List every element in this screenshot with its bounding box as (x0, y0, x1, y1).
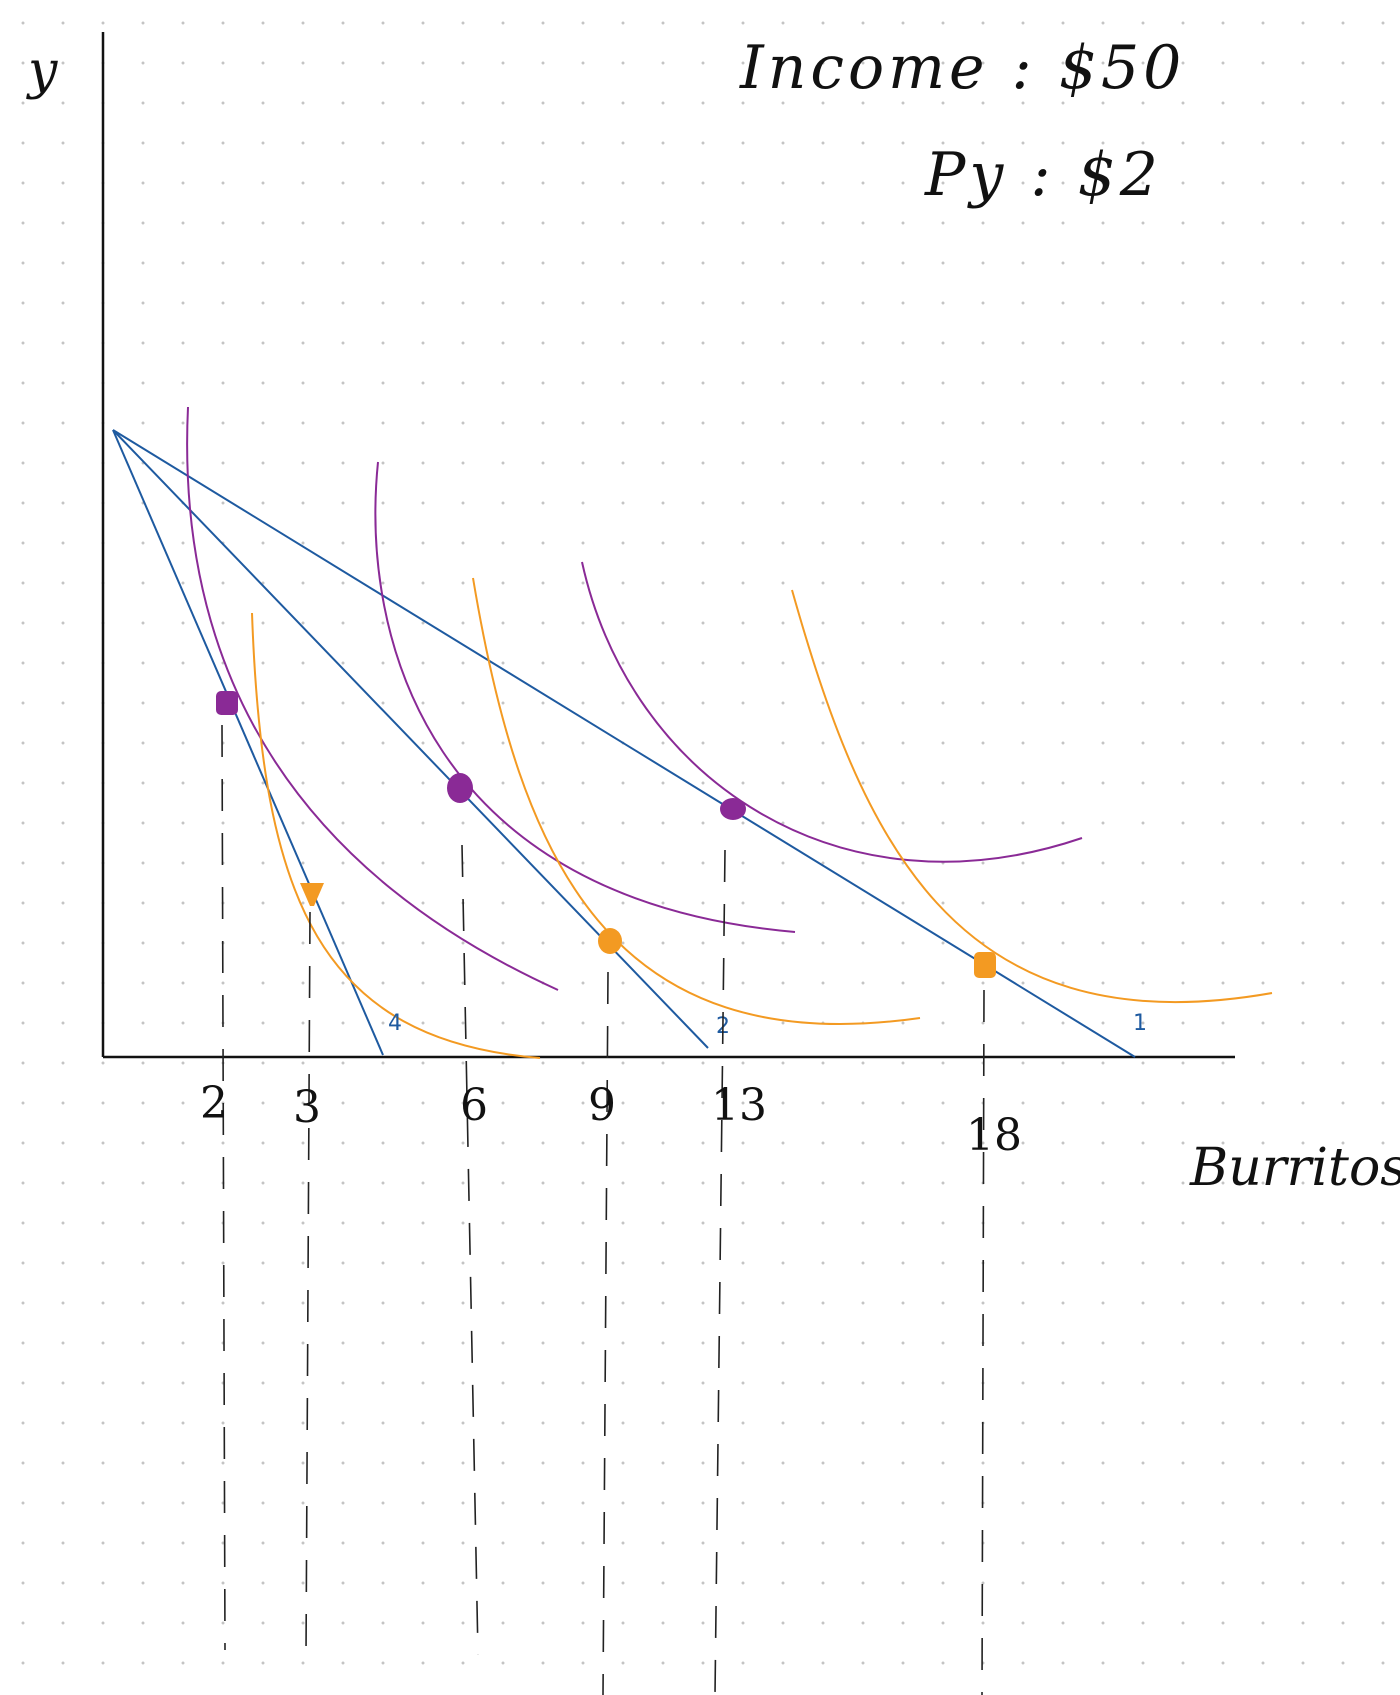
budget-label-4: 4 (388, 1011, 402, 1036)
budget-line-4 (112, 429, 384, 1056)
guide-line-18 (981, 989, 985, 1695)
x-tick-labels: 2 3 6 9 13 18 (200, 1078, 1022, 1161)
orange-curve-low (251, 612, 541, 1059)
orange-point-3 (300, 883, 324, 906)
x-axis-label: Burritos (1189, 1138, 1400, 1198)
orange-point-9 (598, 928, 622, 954)
guide-line-13 (714, 849, 726, 1695)
x-tick-18: 18 (966, 1110, 1022, 1161)
budget-line-2 (112, 429, 709, 1049)
purple-point-13 (720, 798, 746, 820)
x-tick-9: 9 (588, 1080, 616, 1131)
guide-line-9 (602, 971, 609, 1695)
purple-indifference-curves (186, 406, 1083, 991)
x-tick-2: 2 (200, 1078, 228, 1129)
purple-point-2 (216, 691, 238, 715)
x-tick-6: 6 (460, 1080, 488, 1131)
orange-curve-high (791, 589, 1273, 1004)
orange-curve-mid (472, 577, 921, 1025)
x-tick-3: 3 (293, 1082, 321, 1133)
purple-curve-high (581, 561, 1083, 863)
orange-point-18 (974, 952, 996, 978)
guide-line-2 (221, 724, 226, 1651)
orange-indifference-curves (251, 577, 1273, 1059)
purple-curve-mid (374, 461, 796, 933)
purple-curve-low (186, 406, 559, 991)
price-y-annotation: Py : $2 (924, 140, 1162, 210)
budget-label-1: 1 (1133, 1011, 1147, 1036)
guide-line-6 (461, 844, 479, 1656)
income-annotation: Income : $50 (739, 33, 1185, 103)
y-axis-label: y (26, 41, 58, 101)
guide-lines (221, 724, 985, 1695)
guide-line-3 (305, 911, 311, 1656)
optimum-points (216, 691, 996, 978)
budget-line-1 (112, 429, 1136, 1058)
purple-point-6 (447, 773, 473, 803)
x-tick-13: 13 (711, 1080, 767, 1131)
